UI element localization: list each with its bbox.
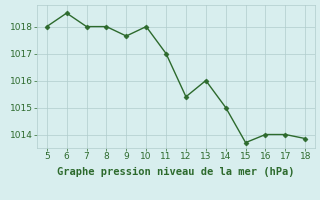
X-axis label: Graphe pression niveau de la mer (hPa): Graphe pression niveau de la mer (hPa) [57,167,295,177]
